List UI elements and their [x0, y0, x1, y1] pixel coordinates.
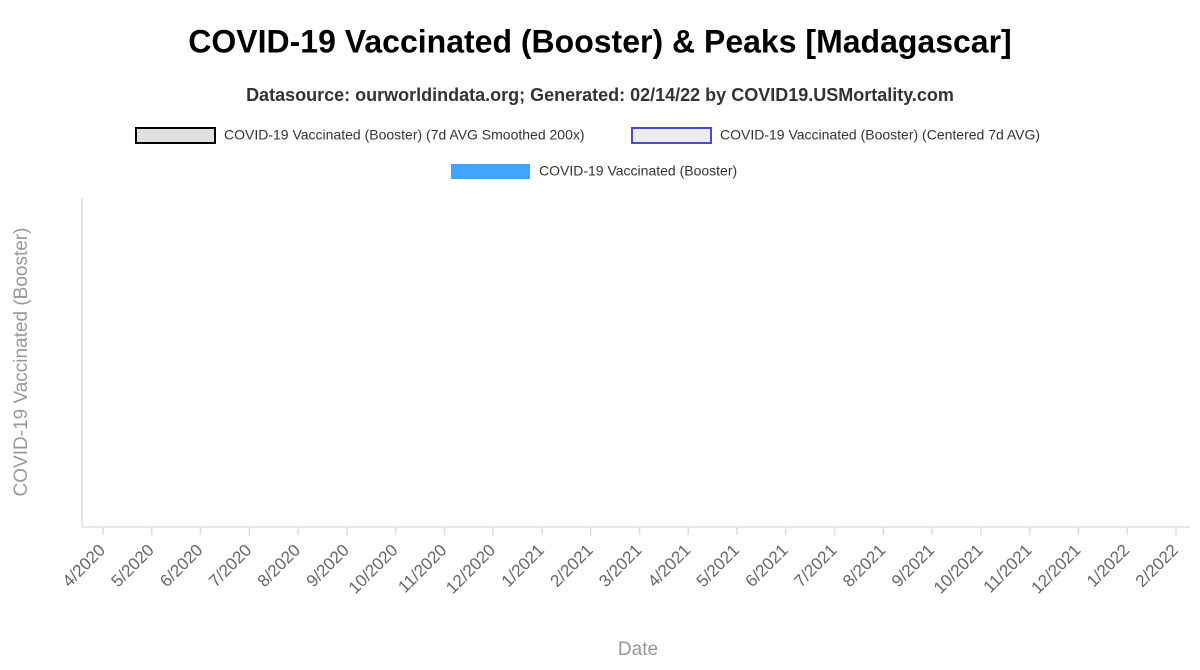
x-tick-label: 4/2021: [644, 541, 694, 591]
x-tick-label: 7/2020: [205, 541, 255, 591]
x-tick-label: 2/2022: [1132, 541, 1182, 591]
x-tick-label: 2/2021: [547, 541, 597, 591]
chart-title: COVID-19 Vaccinated (Booster) & Peaks [M…: [188, 23, 1011, 59]
legend-label: COVID-19 Vaccinated (Booster) (7d AVG Sm…: [224, 127, 585, 143]
x-tick-label: 10/2021: [930, 541, 987, 598]
x-tick-label: 8/2020: [254, 541, 304, 591]
legend-swatch: [135, 127, 216, 144]
x-tick-label: 1/2021: [498, 541, 548, 591]
x-tick-label: 12/2020: [442, 541, 499, 598]
x-tick-label: 3/2021: [595, 541, 645, 591]
x-tick-label: 10/2020: [345, 541, 402, 598]
chart-subtitle: Datasource: ourworldindata.org; Generate…: [246, 85, 954, 105]
x-tick-label: 12/2021: [1028, 541, 1085, 598]
x-axis-label: Date: [618, 639, 658, 660]
legend-label: COVID-19 Vaccinated (Booster) (Centered …: [720, 127, 1040, 143]
x-tick-label: 4/2020: [59, 541, 109, 591]
x-tick-label: 6/2020: [156, 541, 206, 591]
x-tick-label: 11/2021: [980, 541, 1036, 597]
x-tick-label: 7/2021: [790, 541, 840, 591]
x-tick-label: 11/2020: [394, 541, 450, 597]
x-tick-label: 6/2021: [742, 541, 792, 591]
x-tick-label: 5/2021: [693, 541, 743, 591]
x-tick-label: 8/2021: [839, 541, 889, 591]
legend-label: COVID-19 Vaccinated (Booster): [539, 163, 737, 179]
legend-swatch: [451, 164, 530, 179]
y-axis-label: COVID-19 Vaccinated (Booster): [11, 228, 32, 497]
x-tick-label: 1/2022: [1083, 541, 1133, 591]
x-tick-label: 5/2020: [108, 541, 158, 591]
legend-swatch: [631, 127, 712, 144]
